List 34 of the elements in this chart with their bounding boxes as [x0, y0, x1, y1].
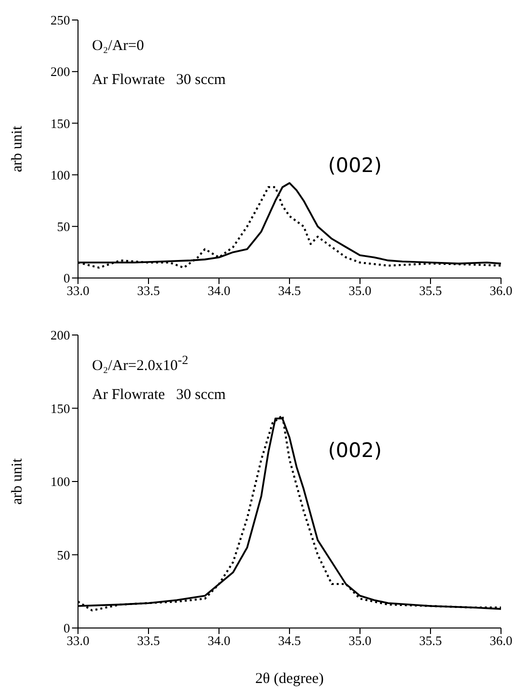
y-tick-label: 50 — [57, 219, 70, 234]
x-tick-label: 33.5 — [137, 283, 160, 298]
y-tick-label: 200 — [50, 328, 70, 343]
y-axis-title: arb unit — [9, 125, 26, 172]
x-tick-label: 34.0 — [208, 283, 230, 298]
annotation: (002) — [328, 438, 382, 462]
annotation: Ar Flowrate 30 sccm — [92, 72, 226, 89]
x-tick-label: 33.5 — [137, 633, 160, 648]
y-tick-label: 150 — [50, 400, 70, 416]
annotation: O₂/Ar=2.0x10$^{-2}$ — [92, 353, 188, 375]
annotation: Ar Flowrate 30 sccm — [92, 387, 226, 404]
x-tick-label: 33.0 — [66, 283, 90, 298]
y-tick-label: 50 — [57, 547, 70, 562]
x-axis-title: 2θ (degree) — [255, 671, 324, 687]
x-tick-label: 35.5 — [419, 283, 442, 298]
x-tick-label: 34.5 — [278, 283, 301, 298]
annotation: (002) — [328, 153, 382, 177]
x-tick-label: 33.0 — [66, 633, 90, 648]
y-tick-label: 0 — [64, 270, 70, 286]
y-tick-label: 250 — [50, 12, 70, 28]
y-tick-label: 0 — [64, 620, 70, 636]
x-tick-label: 35.5 — [419, 633, 442, 648]
y-tick-label: 100 — [50, 167, 70, 182]
y-axis-title: arb unit — [9, 458, 26, 505]
x-tick-label: 35.0 — [348, 283, 372, 298]
x-tick-label: 34.0 — [208, 633, 230, 648]
x-tick-label: 34.5 — [278, 633, 301, 648]
x-tick-label: 36.0 — [490, 283, 512, 298]
y-tick-label: 100 — [50, 474, 70, 490]
y-tick-label: 200 — [50, 64, 70, 80]
annotation: O₂/Ar=0 — [92, 38, 144, 55]
y-tick-label: 150 — [50, 116, 70, 131]
x-tick-label: 36.0 — [490, 633, 512, 648]
x-tick-label: 35.0 — [348, 633, 372, 648]
